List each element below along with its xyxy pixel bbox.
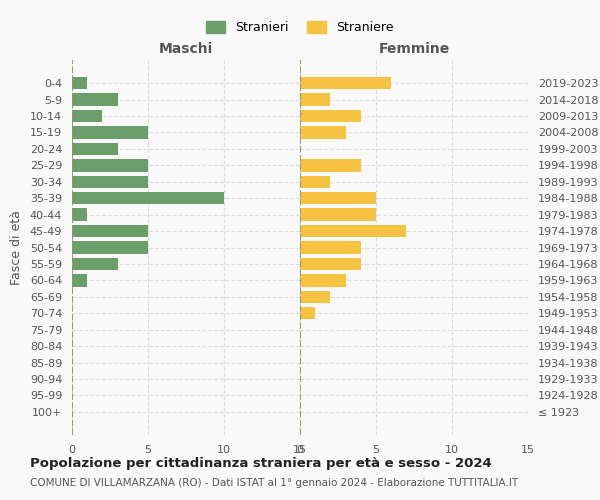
- Text: COMUNE DI VILLAMARZANA (RO) - Dati ISTAT al 1° gennaio 2024 - Elaborazione TUTTI: COMUNE DI VILLAMARZANA (RO) - Dati ISTAT…: [30, 478, 518, 488]
- Bar: [300, 94, 331, 106]
- Bar: [300, 126, 346, 138]
- Y-axis label: Fasce di età: Fasce di età: [10, 210, 23, 285]
- Bar: [72, 274, 87, 286]
- Bar: [72, 126, 148, 138]
- Bar: [300, 192, 376, 204]
- Title: Femmine: Femmine: [379, 42, 449, 56]
- Bar: [300, 274, 346, 286]
- Title: Maschi: Maschi: [159, 42, 213, 56]
- Bar: [72, 208, 87, 221]
- Bar: [72, 159, 148, 172]
- Bar: [300, 176, 331, 188]
- Bar: [72, 94, 118, 106]
- Bar: [300, 307, 315, 320]
- Bar: [72, 192, 224, 204]
- Bar: [300, 110, 361, 122]
- Bar: [300, 225, 406, 237]
- Bar: [72, 143, 118, 155]
- Bar: [72, 77, 87, 90]
- Bar: [72, 225, 148, 237]
- Bar: [72, 258, 118, 270]
- Bar: [300, 290, 331, 303]
- Text: Popolazione per cittadinanza straniera per età e sesso - 2024: Popolazione per cittadinanza straniera p…: [30, 458, 492, 470]
- Bar: [72, 176, 148, 188]
- Bar: [300, 77, 391, 90]
- Bar: [300, 159, 361, 172]
- Bar: [300, 258, 361, 270]
- Legend: Stranieri, Straniere: Stranieri, Straniere: [202, 16, 398, 40]
- Bar: [72, 110, 103, 122]
- Bar: [300, 208, 376, 221]
- Bar: [72, 242, 148, 254]
- Bar: [300, 242, 361, 254]
